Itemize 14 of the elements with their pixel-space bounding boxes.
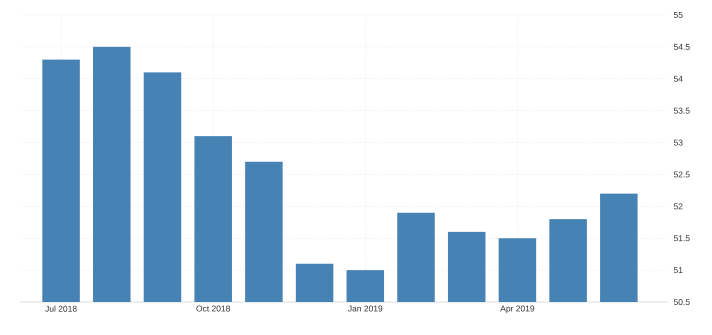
y-tick-label: 53 (674, 140, 683, 146)
y-tick-label: 54.5 (674, 44, 690, 50)
y-tick-label: 55 (674, 12, 683, 18)
y-tick-label: 50.5 (674, 299, 690, 305)
x-tick-label: Apr 2019 (500, 306, 534, 314)
y-tick-label: 51.5 (674, 235, 690, 242)
y-tick-label: 52 (674, 203, 683, 210)
x-tick-label: Jan 2019 (348, 306, 382, 312)
y-tick-label: 54 (674, 76, 683, 82)
x-tick-label: Jul 2018 (45, 306, 77, 312)
y-tick-label: 51 (674, 267, 683, 274)
y-tick-label: 52.5 (674, 171, 690, 178)
y-tick-label: 53.5 (674, 108, 690, 114)
x-tick-label: Oct 2018 (196, 306, 230, 312)
